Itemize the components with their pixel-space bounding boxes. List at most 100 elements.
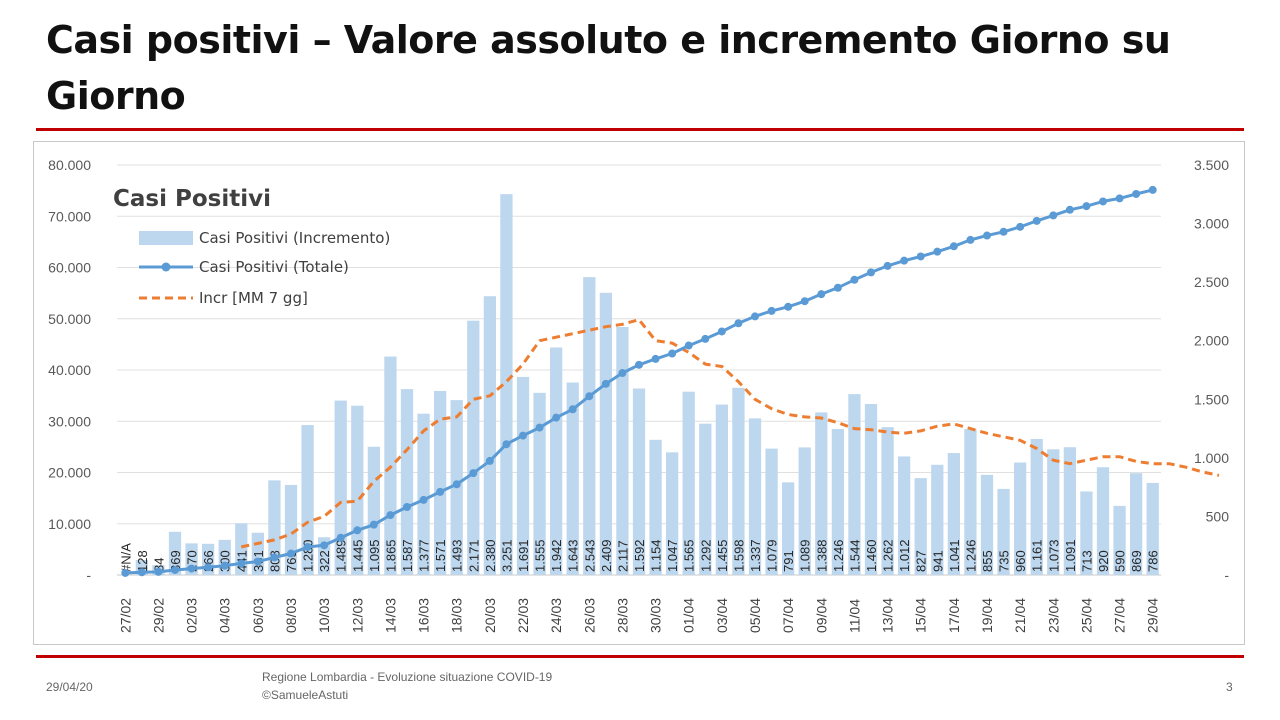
bar-increment: [1030, 438, 1043, 575]
y-tick-label-right: -: [1224, 567, 1229, 583]
bottom-divider: [36, 655, 1244, 658]
x-tick-label: 04/03: [217, 598, 233, 633]
bar-data-label: 2.543: [582, 539, 597, 572]
bar-increment: [566, 382, 579, 575]
bar-data-label: 827: [914, 550, 929, 572]
total-marker: [717, 327, 726, 336]
bar-increment: [815, 412, 828, 575]
bar-data-label: 1.377: [417, 539, 432, 572]
x-tick-label: 26/03: [581, 598, 597, 633]
total-marker: [137, 568, 146, 577]
total-marker: [220, 561, 229, 570]
bar-data-label: 1.493: [450, 539, 465, 572]
total-marker: [519, 431, 527, 440]
total-marker: [171, 565, 179, 574]
total-marker: [1016, 222, 1025, 231]
total-marker: [1132, 189, 1141, 198]
total-marker: [867, 268, 875, 277]
bar-increment: [699, 423, 712, 575]
total-marker: [1099, 197, 1107, 206]
x-tick-label: 20/03: [482, 598, 498, 633]
bar-increment: [732, 387, 745, 575]
bar-increment: [168, 531, 182, 575]
bar-increment: [666, 452, 679, 575]
bar-data-label: 84: [151, 558, 166, 572]
bar-increment: [268, 480, 281, 575]
total-marker: [949, 242, 958, 251]
total-marker: [784, 302, 793, 311]
x-tick-label: 29/04: [1145, 598, 1161, 633]
total-marker: [800, 297, 809, 306]
total-marker: [452, 480, 461, 489]
bar-data-label: 1.246: [963, 539, 978, 572]
bar-data-label: 2.171: [466, 539, 481, 572]
bar-data-label: 1.161: [1030, 539, 1045, 572]
x-tick-label: 07/04: [780, 598, 796, 633]
x-tick-label: 11/04: [846, 599, 862, 633]
bar-increment: [848, 394, 861, 575]
total-marker: [1049, 211, 1058, 220]
y-tick-label-right: 500: [1206, 508, 1230, 524]
bar-data-label: 1.598: [731, 539, 746, 572]
bar-increment: [500, 194, 513, 575]
total-marker: [668, 349, 677, 358]
x-tick-label: 28/03: [614, 598, 630, 633]
bar-increment: [400, 389, 414, 575]
bar-data-label: 369: [168, 550, 183, 572]
total-marker: [933, 247, 942, 256]
total-marker: [535, 423, 544, 432]
legend-label-total: Casi Positivi (Totale): [199, 258, 349, 276]
bar-data-label: 3.251: [499, 539, 514, 572]
bar-data-label: 2.409: [599, 539, 614, 572]
bar-data-label: 786: [1146, 550, 1161, 572]
x-tick-label: 17/04: [946, 598, 962, 633]
bar-increment: [1047, 449, 1060, 575]
bar-increment: [964, 429, 977, 575]
bar-increment: [483, 296, 496, 575]
bar-data-label: 920: [1096, 550, 1111, 572]
bar-data-label: 322: [317, 550, 332, 572]
total-marker: [585, 392, 594, 401]
bar-increment: [914, 478, 927, 575]
total-marker: [734, 319, 743, 328]
total-marker: [635, 360, 643, 369]
total-marker: [966, 235, 975, 244]
bar-data-label: 1.012: [897, 539, 912, 572]
top-divider: [36, 128, 1244, 131]
total-marker: [485, 456, 494, 465]
bar-increment: [334, 400, 347, 575]
slide-title: Casi positivi – Valore assoluto e increm…: [46, 18, 1171, 118]
bar-increment: [516, 376, 530, 575]
bar-data-label: 869: [1129, 550, 1144, 572]
bar-data-label: 1.154: [649, 539, 664, 572]
legend-label-moving-average: Incr [MM 7 gg]: [199, 289, 308, 307]
total-marker: [767, 306, 776, 315]
bar-increment: [748, 418, 762, 575]
bar-data-label: 855: [980, 550, 995, 572]
bar-data-label: 1.292: [698, 539, 713, 572]
x-tick-label: 29/02: [150, 598, 166, 633]
bar-data-label: 1.262: [881, 539, 896, 572]
bar-increment: [1113, 505, 1126, 575]
x-tick-label: 02/03: [184, 598, 200, 633]
total-marker: [651, 354, 660, 363]
total-marker: [999, 227, 1008, 236]
bar-increment: [550, 347, 563, 575]
page-number: 3: [1226, 680, 1233, 694]
bar-increment: [881, 427, 894, 575]
x-tick-label: 05/04: [747, 598, 763, 633]
total-marker: [154, 567, 163, 576]
bar-data-label: 1.246: [831, 539, 846, 572]
moving-average-line: [240, 318, 1220, 549]
x-tick-label: 16/03: [416, 598, 432, 633]
bar-data-label: 1.388: [814, 539, 829, 572]
bar-increment: [301, 425, 314, 575]
bar-data-label: 1.445: [350, 539, 365, 572]
bar-increment: [417, 413, 430, 575]
y-tick-label-right: 3.500: [1194, 157, 1229, 173]
total-marker: [502, 440, 511, 449]
x-tick-label: 01/04: [681, 598, 697, 633]
footer-region-line: Regione Lombardia - Evoluzione situazion…: [262, 670, 553, 684]
x-tick-label: 10/03: [316, 598, 332, 633]
total-marker: [618, 369, 627, 378]
